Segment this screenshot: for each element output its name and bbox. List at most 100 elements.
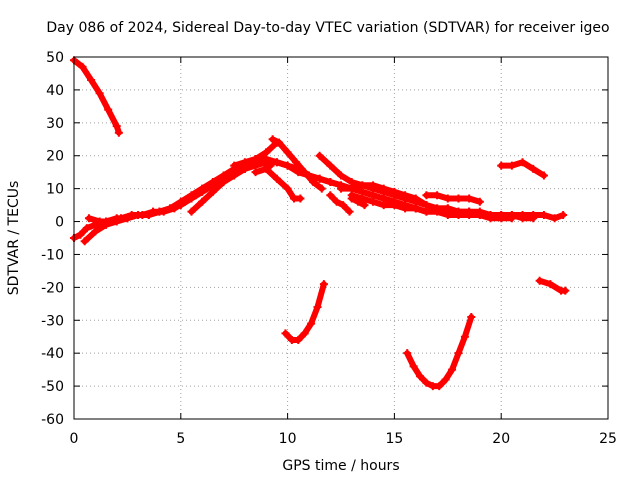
- data-point: [80, 237, 89, 246]
- data-point: [561, 286, 570, 295]
- data-point: [326, 191, 335, 200]
- data-point: [354, 197, 363, 206]
- x-tick-label: 25: [599, 431, 617, 447]
- data-point: [315, 174, 324, 183]
- data-point: [112, 122, 121, 131]
- y-tick-label: -10: [41, 247, 64, 263]
- series-arc-05: [187, 138, 281, 216]
- data-point: [559, 210, 568, 219]
- series-arc-15: [422, 191, 484, 206]
- series-track: [348, 192, 515, 222]
- data-point: [403, 349, 412, 358]
- data-point: [127, 210, 136, 219]
- data-point: [369, 197, 378, 206]
- data-point: [518, 158, 527, 167]
- data-point: [159, 207, 168, 216]
- data-point: [518, 214, 527, 223]
- data-point: [441, 375, 450, 384]
- data-point: [262, 164, 271, 173]
- data-point: [401, 204, 410, 213]
- data-point: [390, 201, 399, 210]
- data-point: [283, 184, 292, 193]
- data-point: [435, 382, 444, 391]
- data-point: [546, 280, 555, 289]
- series-arc-14: [347, 194, 369, 210]
- chart-title: Day 086 of 2024, Sidereal Day-to-day VTE…: [46, 20, 609, 36]
- data-point: [326, 178, 335, 187]
- data-point: [294, 336, 303, 345]
- y-tick-label: 50: [46, 50, 64, 66]
- data-point: [95, 89, 104, 98]
- data-point: [465, 210, 474, 219]
- data-point: [454, 210, 463, 219]
- series-arc-08: [268, 135, 326, 193]
- grid-lines: [74, 57, 608, 419]
- data-point: [198, 197, 207, 206]
- x-tick-label: 10: [279, 431, 297, 447]
- data-point: [422, 191, 431, 200]
- data-point: [401, 191, 410, 200]
- data-point: [422, 378, 431, 387]
- data-point: [443, 194, 452, 203]
- data-point: [486, 214, 495, 223]
- data-point: [296, 194, 305, 203]
- data-point: [149, 207, 158, 216]
- data-point: [535, 276, 544, 285]
- y-tick-label: -50: [41, 379, 64, 395]
- y-axis: -60 -50 -40 -30 -20 -10 0 10 20 30 40 50: [41, 50, 608, 428]
- data-point: [313, 303, 322, 312]
- data-point: [82, 224, 91, 233]
- data-point: [411, 204, 420, 213]
- data-point: [409, 362, 418, 371]
- data-point: [114, 128, 123, 137]
- data-point: [497, 214, 506, 223]
- data-point: [433, 207, 442, 216]
- y-tick-label: 30: [46, 116, 64, 132]
- data-point: [390, 187, 399, 196]
- data-point: [433, 191, 442, 200]
- data-point: [337, 184, 345, 193]
- data-point: [91, 227, 100, 236]
- data-point: [240, 164, 249, 173]
- data-point: [309, 178, 318, 187]
- series-arc-13: [326, 191, 354, 216]
- series-track: [252, 165, 304, 202]
- x-tick-label: 15: [385, 431, 403, 447]
- data-point: [187, 207, 196, 216]
- y-axis-label: SDTVAR / TECUs: [6, 181, 22, 296]
- data-point: [345, 207, 354, 216]
- data-point: [497, 161, 506, 170]
- data-point: [448, 365, 457, 374]
- series-arc-01: [70, 56, 123, 137]
- series-arc-12: [347, 191, 516, 223]
- data-point: [347, 194, 356, 203]
- data-point: [326, 161, 335, 170]
- series-arc-16: [497, 158, 548, 180]
- data-point: [104, 105, 113, 114]
- data-point: [87, 76, 96, 85]
- data-point: [454, 194, 463, 203]
- data-point: [191, 191, 200, 200]
- data-point: [272, 174, 281, 183]
- data-point: [272, 158, 281, 167]
- y-tick-label: -60: [41, 412, 64, 428]
- data-point: [337, 171, 345, 180]
- data-point: [300, 168, 309, 177]
- data-point: [84, 214, 93, 223]
- data-point: [475, 210, 484, 219]
- data-point: [106, 217, 115, 226]
- y-tick-label: -30: [41, 313, 64, 329]
- x-tick-label: 0: [70, 431, 79, 447]
- data-point: [283, 161, 292, 170]
- data-point: [170, 204, 179, 213]
- data-point: [275, 138, 284, 147]
- data-point: [268, 135, 277, 144]
- data-point: [422, 207, 431, 216]
- data-point: [465, 194, 474, 203]
- data-point: [202, 184, 211, 193]
- x-tick-label: 5: [176, 431, 185, 447]
- data-point: [539, 171, 548, 180]
- series-arc-17: [535, 276, 570, 295]
- data-point: [529, 214, 538, 223]
